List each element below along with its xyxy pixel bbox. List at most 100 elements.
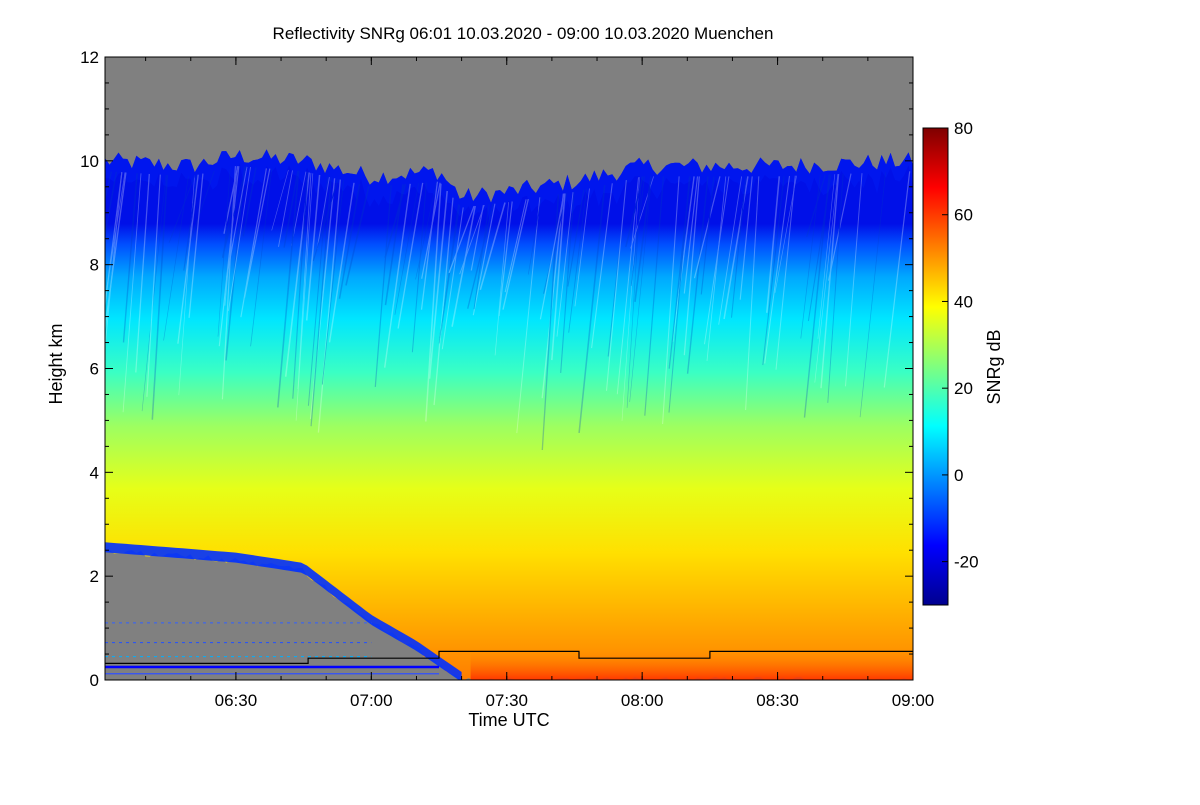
fall-streak — [135, 173, 150, 373]
fall-streak — [730, 176, 747, 318]
fall-streak — [828, 173, 852, 281]
echo-top-fringe — [105, 149, 913, 228]
fall-streak — [151, 174, 168, 420]
fall-streak — [700, 176, 715, 295]
fall-streak — [441, 207, 464, 350]
fall-streak — [568, 189, 587, 333]
fall-streak — [224, 166, 238, 306]
mixing-layer-line — [105, 650, 913, 665]
fall-streak — [168, 175, 196, 243]
fall-streak — [105, 172, 127, 334]
fall-streak — [384, 183, 411, 368]
fall-streak — [814, 174, 839, 383]
fall-streak — [283, 170, 299, 248]
fall-streak — [297, 172, 312, 390]
fall-streak — [706, 176, 727, 361]
y-tick-label: 4 — [90, 463, 99, 482]
fall-streak — [178, 175, 195, 396]
fall-streak — [516, 197, 541, 434]
fall-streak — [397, 182, 424, 329]
y-tick-label: 8 — [90, 256, 99, 275]
fall-streak — [472, 203, 496, 316]
fall-streak — [284, 172, 310, 377]
fall-streak — [626, 176, 642, 408]
fall-streak — [250, 168, 273, 347]
fall-streak — [629, 176, 653, 403]
fall-streak — [316, 177, 330, 249]
y-axis: 0 2 4 6 8 10 12 — [80, 48, 913, 690]
x-tick-label: 06:30 — [215, 691, 258, 710]
fall-streak — [277, 170, 300, 408]
fall-streak — [817, 174, 836, 339]
fall-streak — [177, 174, 199, 344]
fall-streak — [504, 199, 527, 293]
fall-streak — [723, 176, 749, 320]
fall-streak — [556, 192, 574, 337]
fall-streak — [278, 170, 293, 247]
fall-streaks — [105, 166, 911, 451]
fall-streak — [820, 174, 840, 389]
fall-streak — [539, 193, 565, 320]
fall-streak — [317, 179, 341, 433]
fall-streak — [221, 166, 236, 400]
fall-streak — [309, 178, 336, 419]
fall-streak — [766, 176, 781, 313]
fall-streak — [223, 166, 239, 234]
fall-streak — [644, 176, 664, 416]
fall-streak — [217, 167, 231, 337]
fall-streak — [122, 173, 138, 343]
ground-clutter — [105, 622, 440, 675]
fall-streak — [560, 192, 575, 373]
colorbar-gradient — [922, 127, 949, 606]
y-axis-label: Height km — [46, 323, 66, 404]
fall-streak — [188, 173, 204, 318]
fall-streak — [693, 176, 721, 279]
fall-streak — [827, 173, 844, 403]
fall-streak — [271, 169, 289, 231]
echo-field — [105, 149, 913, 680]
colorbar-tick-label: 80 — [954, 119, 973, 138]
fall-streak — [605, 180, 627, 391]
fall-streak — [242, 167, 257, 237]
fall-streak — [312, 178, 339, 262]
fall-streak — [105, 172, 123, 353]
fall-streak — [718, 176, 743, 325]
y-tick-label: 0 — [90, 671, 99, 690]
fall-streak — [745, 176, 760, 411]
fall-streak — [439, 204, 461, 338]
fall-streak — [295, 173, 314, 421]
fall-streak — [328, 182, 355, 343]
heatmap-plot-area — [105, 57, 913, 680]
fall-streak — [625, 176, 644, 248]
fall-streak — [502, 198, 529, 310]
fall-streak — [448, 205, 475, 274]
y-tick-label: 10 — [80, 152, 99, 171]
fall-streak — [411, 182, 427, 353]
fall-streak — [859, 172, 886, 418]
fall-streak — [775, 175, 796, 370]
fall-streak — [774, 175, 797, 293]
fall-streak — [494, 202, 509, 356]
fall-streak — [451, 205, 476, 327]
fall-streak — [616, 177, 639, 395]
fall-streak — [470, 204, 484, 271]
y-tick-label: 12 — [80, 48, 99, 67]
fall-streak — [384, 184, 404, 306]
precip-base-fringe — [105, 542, 462, 680]
fall-streak — [574, 188, 590, 307]
fall-streak — [541, 193, 565, 399]
surface-high-reflectivity — [470, 648, 913, 680]
chart-title: Reflectivity SNRg 06:01 10.03.2020 - 09:… — [273, 24, 774, 43]
fall-streak — [226, 166, 248, 278]
fall-streak — [498, 201, 513, 317]
y-tick-label: 6 — [90, 360, 99, 379]
colorbar-tick-label: -20 — [954, 553, 979, 572]
x-tick-label: 08:00 — [621, 691, 664, 710]
fall-streak — [374, 185, 392, 387]
fall-streak — [141, 174, 167, 412]
colorbar-label: SNRg dB — [984, 329, 1004, 404]
fall-streak — [305, 174, 321, 321]
fall-streak — [183, 174, 199, 271]
fall-streak — [671, 176, 695, 342]
